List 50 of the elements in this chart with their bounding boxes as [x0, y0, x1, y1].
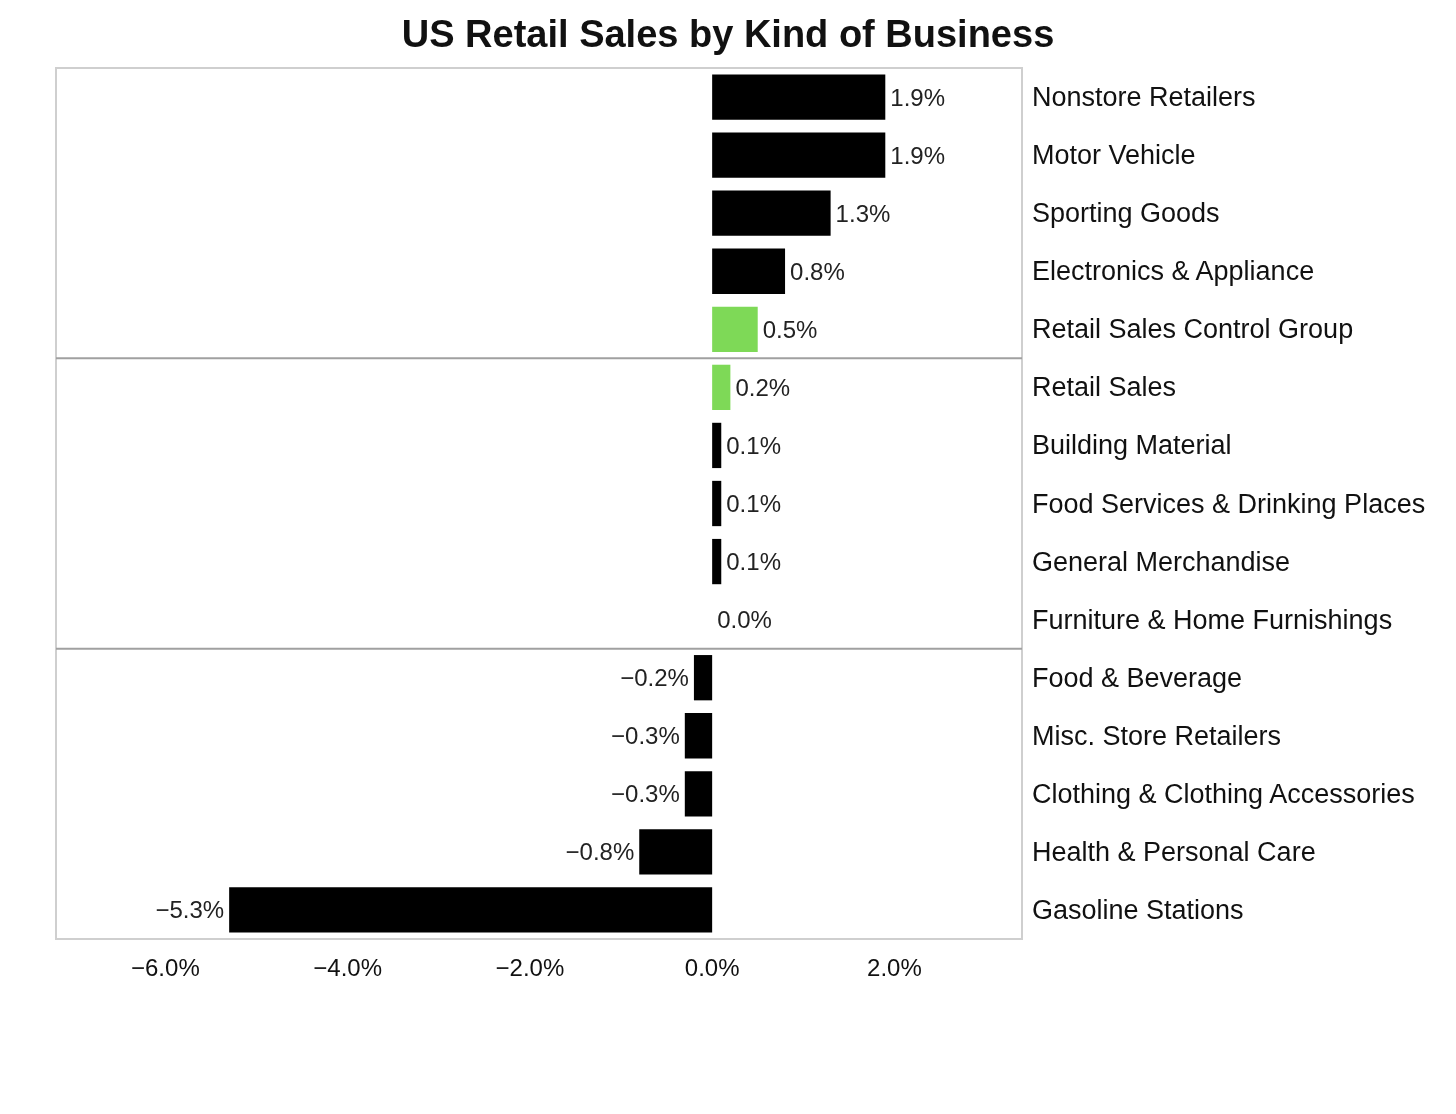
data-label: −5.3%: [155, 896, 225, 924]
bar: [712, 74, 886, 120]
data-label: 1.9%: [890, 83, 946, 111]
y-tick-label: Nonstore Retailers: [1032, 82, 1256, 113]
bar: [684, 713, 713, 759]
chart-title: US Retail Sales by Kind of Business: [401, 13, 1055, 55]
bar: [712, 132, 886, 178]
data-label: 0.2%: [735, 373, 791, 401]
bar: [712, 190, 831, 236]
data-label: 1.3%: [835, 199, 891, 227]
data-label: −0.3%: [611, 722, 680, 750]
y-tick-label: Building Material: [1032, 430, 1232, 461]
y-tick-label: Gasoline Stations: [1032, 894, 1244, 925]
bar: [712, 364, 731, 411]
x-tick-label: 0.0%: [684, 953, 740, 981]
data-label: 0.8%: [790, 257, 845, 285]
data-label: 0.1%: [726, 431, 781, 459]
y-tick-label: Sporting Goods: [1032, 198, 1220, 229]
data-label: 0.0%: [717, 606, 772, 634]
y-tick-label: Misc. Store Retailers: [1032, 720, 1282, 751]
data-label: 0.5%: [762, 315, 818, 343]
y-tick-label: Retail Sales: [1032, 372, 1177, 403]
bar: [693, 655, 713, 701]
y-tick-label: Motor Vehicle: [1032, 140, 1196, 171]
bar: [712, 538, 722, 585]
x-tick-label: 2.0%: [867, 953, 922, 981]
bar: [684, 771, 713, 817]
y-tick-label: Clothing & Clothing Accessories: [1032, 778, 1415, 809]
bar: [639, 829, 713, 875]
data-label: 0.1%: [726, 548, 781, 576]
x-tick-label: −6.0%: [131, 953, 200, 981]
bar: [229, 887, 713, 933]
bar: [712, 306, 758, 352]
y-tick-label: Retail Sales Control Group: [1032, 314, 1354, 345]
y-tick-label: Electronics & Appliance: [1032, 256, 1315, 287]
x-tick-label: −2.0%: [495, 953, 565, 981]
data-label: 1.9%: [890, 141, 946, 169]
bar: [712, 248, 786, 294]
y-tick-label: Food Services & Drinking Places: [1032, 488, 1426, 519]
data-label: 0.1%: [726, 490, 781, 517]
data-label: −0.3%: [611, 780, 680, 808]
data-label: −0.8%: [565, 838, 635, 866]
bar: [712, 422, 722, 469]
y-tick-label: General Merchandise: [1032, 546, 1291, 577]
bar: [712, 480, 722, 527]
y-tick-label: Food & Beverage: [1032, 662, 1243, 693]
y-tick-label: Health & Personal Care: [1032, 836, 1316, 867]
y-tick-label: Furniture & Home Furnishings: [1032, 604, 1393, 635]
x-tick-label: −4.0%: [313, 953, 382, 981]
data-label: −0.2%: [620, 664, 689, 692]
